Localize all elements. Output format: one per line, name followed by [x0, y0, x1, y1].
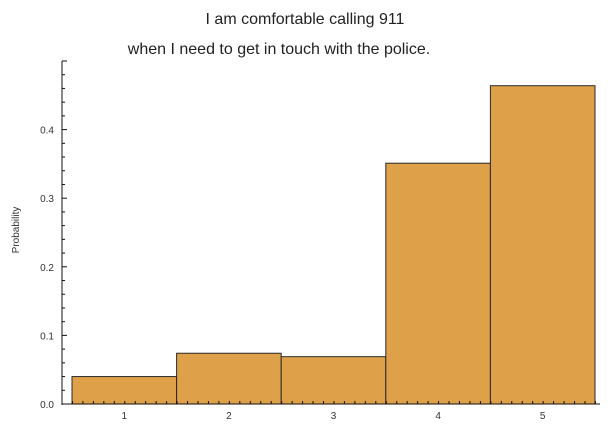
- bar-5: [489, 85, 596, 405]
- bars-group: [71, 85, 596, 405]
- chart-title-line-2: when I need to get in touch with the pol…: [127, 41, 430, 58]
- y-tick-label: 0.4: [40, 126, 54, 137]
- y-tick-label: 0.2: [40, 263, 54, 274]
- y-tick-label: 0.3: [40, 194, 54, 205]
- x-tick-label: 2: [226, 411, 232, 422]
- x-tick-label: 3: [331, 411, 337, 422]
- bar-1: [71, 376, 178, 405]
- y-tick-label: 0.1: [40, 331, 54, 342]
- x-tick-label: 5: [540, 411, 546, 422]
- y-axis-label: Probability: [11, 207, 22, 254]
- bar-4: [385, 162, 491, 405]
- x-tick-label: 4: [435, 411, 441, 422]
- bar-2: [176, 352, 282, 405]
- x-tick-label: 1: [122, 411, 128, 422]
- y-tick-label: 0.0: [40, 400, 54, 411]
- chart-title-line-1: I am comfortable calling 911: [206, 11, 405, 28]
- bar-3: [280, 356, 387, 405]
- axes-group: 0.0 0.1 0.2 0.3 0.4 1 2 3 4 5: [40, 60, 600, 422]
